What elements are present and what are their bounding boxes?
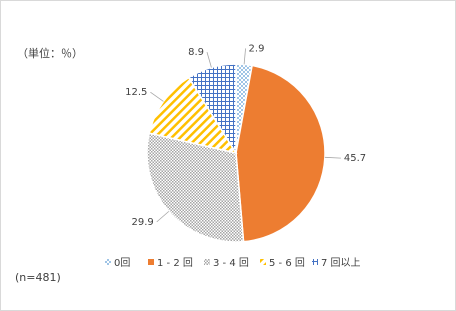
data-label: 45.7	[344, 153, 366, 164]
legend-label: 1 - 2 回	[157, 257, 193, 269]
leader-line	[206, 51, 212, 68]
leader-line	[243, 48, 246, 65]
legend-swatch	[204, 259, 210, 265]
leader-line	[156, 211, 170, 223]
leader-line	[324, 156, 341, 159]
legend-swatch	[260, 259, 266, 265]
unit-note: （単位：％）	[17, 47, 83, 60]
legend-swatch	[312, 259, 318, 265]
data-label: 12.5	[125, 87, 147, 98]
data-label: 29.9	[131, 217, 153, 228]
data-label: 2.9	[249, 43, 265, 54]
legend-label: 5 - 6 回	[269, 257, 305, 269]
pie-slice	[187, 63, 237, 156]
legend-label: 7 回以上	[321, 257, 361, 269]
legend-label: 3 - 4 回	[213, 257, 249, 269]
pie-slice	[235, 64, 326, 243]
pie-slice	[148, 76, 238, 155]
pie-slice	[146, 132, 245, 243]
legend-swatch	[148, 259, 154, 265]
legend-swatch	[105, 259, 111, 265]
leader-line	[150, 91, 164, 102]
legend-label: 0回	[114, 257, 130, 269]
data-label: 8.9	[188, 47, 204, 58]
sample-note: (n=481)	[15, 271, 61, 284]
